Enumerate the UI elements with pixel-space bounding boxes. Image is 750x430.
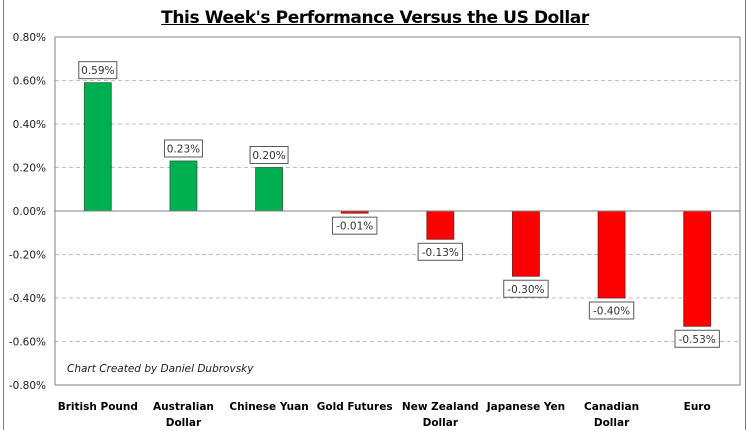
data-label-box bbox=[503, 279, 549, 298]
data-label-text: -0.13% bbox=[422, 247, 459, 259]
bar bbox=[255, 167, 283, 212]
data-label-box bbox=[78, 61, 118, 80]
y-tick-label: -0.80% bbox=[9, 380, 46, 392]
y-tick-label: 0.40% bbox=[13, 119, 46, 131]
y-tick-label: -0.20% bbox=[9, 250, 46, 262]
x-category-label: British Pound bbox=[58, 401, 138, 413]
data-label-text: 0.23% bbox=[167, 143, 200, 155]
data-label: -0.01% bbox=[331, 216, 378, 235]
x-category-label: Dollar bbox=[166, 417, 202, 429]
bar bbox=[597, 210, 626, 299]
x-category-label: Canadian bbox=[584, 401, 639, 413]
data-label-box bbox=[674, 329, 720, 348]
chart-frame bbox=[3, 0, 746, 430]
chart-title: This Week's Performance Versus the US Do… bbox=[161, 8, 589, 28]
data-label: 0.59% bbox=[78, 61, 118, 80]
bar bbox=[683, 210, 712, 327]
data-label-box bbox=[588, 301, 635, 320]
data-label-box bbox=[417, 242, 464, 261]
x-category-label: Chinese Yuan bbox=[229, 401, 308, 413]
y-tick-label: -0.60% bbox=[9, 337, 46, 349]
data-label-box bbox=[163, 139, 203, 158]
data-label: 0.20% bbox=[249, 146, 289, 164]
data-label-box bbox=[331, 216, 378, 235]
x-category-label: Dollar bbox=[594, 417, 630, 429]
y-tick-label: 0.00% bbox=[13, 206, 46, 218]
bar bbox=[83, 82, 112, 212]
bars bbox=[83, 82, 712, 327]
y-tick-label: 0.60% bbox=[13, 76, 46, 88]
chart-credit-annotation: Chart Created by Daniel Dubrovsky bbox=[67, 363, 254, 375]
x-category-label: Australian bbox=[153, 401, 214, 413]
data-label: -0.40% bbox=[588, 301, 635, 320]
y-axis-ticks: 0.80% 0.60% 0.40% 0.20% 0.00% -0.20% -0.40% -0.… bbox=[9, 32, 46, 392]
data-label: -0.30% bbox=[503, 279, 549, 298]
x-axis-categories: British Pound Australian Dollar Chinese Yua… bbox=[58, 401, 711, 429]
data-label: -0.53% bbox=[674, 329, 720, 348]
y-tick-label: -0.40% bbox=[9, 293, 46, 305]
y-tick-label: 0.20% bbox=[13, 163, 46, 175]
data-label: -0.13% bbox=[417, 242, 464, 261]
data-label-text: -0.53% bbox=[679, 334, 716, 346]
data-label-text: -0.30% bbox=[507, 284, 544, 296]
data-label-text: -0.40% bbox=[593, 306, 630, 318]
bar bbox=[169, 160, 198, 212]
x-category-label: Gold Futures bbox=[317, 401, 393, 413]
data-label-text: 0.20% bbox=[252, 150, 285, 162]
data-labels: 0.59% 0.23% 0.20% -0.01% -0.13% -0.30% -0.40% -… bbox=[78, 61, 720, 348]
data-label: 0.23% bbox=[163, 139, 203, 158]
data-label-text: 0.59% bbox=[81, 65, 114, 77]
gridlines bbox=[55, 80, 740, 342]
bar bbox=[512, 210, 540, 277]
data-label-box bbox=[249, 146, 289, 164]
x-category-label: New Zealand bbox=[402, 401, 479, 413]
data-label-text: -0.01% bbox=[336, 221, 373, 233]
x-category-label: Euro bbox=[684, 401, 711, 413]
x-category-label: Japanese Yen bbox=[486, 401, 565, 413]
y-tick-label: 0.80% bbox=[13, 32, 46, 44]
bar bbox=[426, 210, 455, 240]
x-category-label: Dollar bbox=[423, 417, 459, 429]
